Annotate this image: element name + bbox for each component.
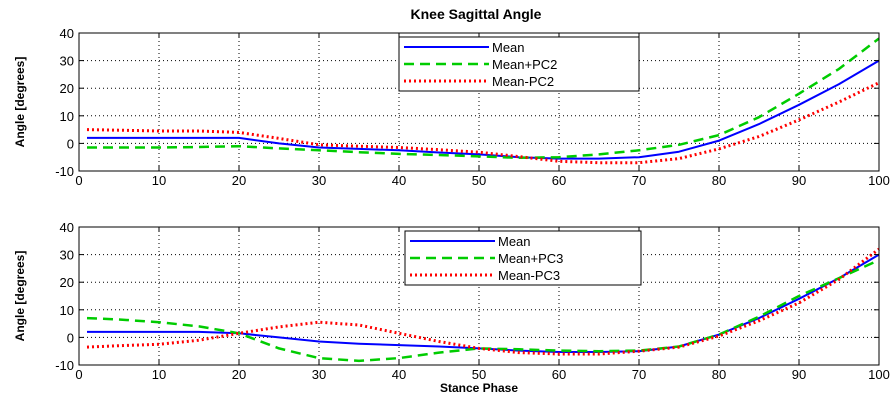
legend: Mean Mean+PC2 Mean-PC2	[398, 36, 640, 92]
legend-label: Mean+PC2	[492, 57, 557, 72]
x-tick-label: 80	[712, 173, 726, 188]
x-tick-label: 50	[472, 173, 486, 188]
x-tick-label: 30	[312, 367, 326, 382]
y-tick-label: -10	[55, 358, 74, 373]
x-tick-label: 40	[392, 173, 406, 188]
x-tick-label: 0	[75, 173, 82, 188]
y-tick-label: 30	[60, 54, 74, 69]
legend-label: Mean	[498, 234, 531, 249]
x-tick-label: 100	[868, 173, 890, 188]
x-tick-label: 70	[632, 173, 646, 188]
y-tick-label: 10	[60, 303, 74, 318]
y-tick-label: 40	[60, 220, 74, 235]
x-tick-label: 60	[552, 367, 566, 382]
y-tick-label: 0	[67, 330, 74, 345]
x-tick-label: 10	[152, 367, 166, 382]
subplot-2: 0 10 20 30 40 50 60 70 80 90 100-10010203040Angle …	[13, 220, 890, 395]
series-line-mean-pc3	[86, 247, 880, 356]
y-tick-label: -10	[55, 164, 74, 179]
legend-label: Mean-PC2	[492, 74, 554, 89]
x-tick-label: 70	[632, 367, 646, 382]
series-line-mean-pc2	[87, 37, 880, 160]
x-tick-label: 40	[392, 367, 406, 382]
y-tick-label: 10	[60, 109, 74, 124]
legend-label: Mean+PC3	[498, 251, 563, 266]
y-axis-label: Angle [degrees]	[13, 57, 27, 148]
x-tick-label: 90	[792, 173, 806, 188]
x-tick-label: 80	[712, 367, 726, 382]
x-tick-label: 90	[792, 367, 806, 382]
x-tick-label: 20	[232, 367, 246, 382]
legend-label: Mean-PC3	[498, 268, 560, 283]
subplot-1: 0 10 20 30 40 50 60 70 80 90 100-10010203040Angle …	[13, 26, 890, 188]
legend-label: Mean	[492, 40, 525, 55]
x-tick-label: 10	[152, 173, 166, 188]
series-line-mean	[87, 59, 880, 160]
y-tick-label: 20	[60, 275, 74, 290]
series-line-mean-pc2	[86, 81, 880, 165]
x-tick-label: 50	[472, 367, 486, 382]
figure-title: Knee Sagittal Angle	[411, 6, 542, 22]
y-tick-label: 40	[60, 26, 74, 41]
y-tick-label: 0	[67, 136, 74, 151]
x-tick-label: 0	[75, 367, 82, 382]
x-axis-label: Stance Phase	[440, 381, 518, 395]
y-axis-label: Angle [degrees]	[13, 251, 27, 342]
x-tick-label: 60	[552, 173, 566, 188]
x-tick-label: 20	[232, 173, 246, 188]
x-tick-label: 30	[312, 173, 326, 188]
x-tick-label: 100	[868, 367, 890, 382]
y-tick-label: 20	[60, 81, 74, 96]
subplots-container: 0 10 20 30 40 50 60 70 80 90 100-10010203040Angle …	[13, 26, 890, 395]
y-tick-label: 30	[60, 248, 74, 263]
legend: Mean Mean+PC3 Mean-PC3	[404, 230, 642, 286]
